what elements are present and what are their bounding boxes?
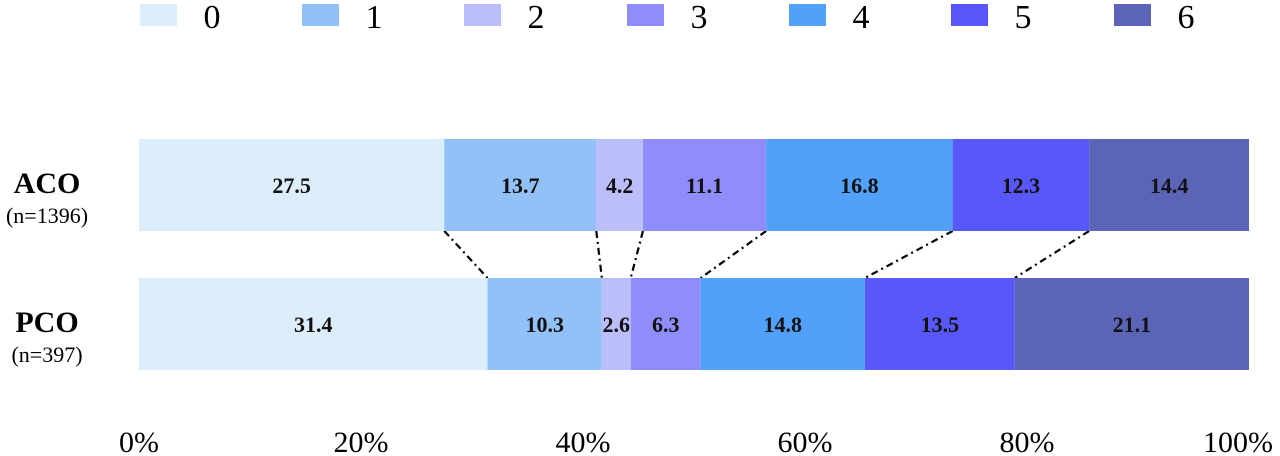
data-label-pco-2: 2.6 — [603, 312, 631, 337]
legend-label-3: 3 — [691, 0, 708, 36]
connector-line-1 — [443, 230, 489, 279]
x-tick-40: 40% — [556, 426, 611, 456]
connector-line-4 — [700, 230, 767, 279]
bar-pco-segment-4 — [700, 278, 865, 370]
segment-connector-lines — [443, 230, 1090, 279]
x-tick-80: 80% — [1000, 426, 1055, 456]
data-label-pco-3: 6.3 — [652, 312, 680, 337]
bar-pco-segment-0 — [139, 278, 488, 370]
legend-label-0: 0 — [204, 0, 221, 36]
data-label-pco-1: 10.3 — [525, 312, 564, 337]
category-label-pco: PCO — [15, 306, 78, 339]
legend-swatch-3 — [627, 4, 664, 26]
x-axis-ticks: 0% 20% 40% 60% 80% 100% — [119, 426, 1273, 456]
data-label-pco-5: 13.5 — [921, 312, 960, 337]
data-label-aco-5: 12.3 — [1002, 173, 1041, 198]
bar-pco-segment-5 — [864, 278, 1015, 370]
category-n-aco: (n=1396) — [6, 203, 88, 228]
bar-pco-segment-3 — [630, 278, 701, 370]
data-label-aco-3: 11.1 — [686, 173, 723, 198]
legend-label-1: 1 — [366, 0, 383, 36]
legend-label-2: 2 — [528, 0, 545, 36]
connector-line-2 — [595, 230, 603, 279]
x-tick-100: 100% — [1203, 426, 1273, 456]
bars: 27.5 13.7 4.2 11.1 16.8 12.3 14.4 31.4 10.3 2.6 6.… — [139, 139, 1249, 370]
bar-aco-segment-4 — [766, 139, 953, 231]
x-tick-20: 20% — [334, 426, 389, 456]
legend-label-4: 4 — [853, 0, 870, 36]
data-label-pco-4: 14.8 — [764, 312, 803, 337]
bar-aco-segment-2 — [596, 139, 643, 231]
bar-aco-segment-1 — [444, 139, 597, 231]
bar-pco-segment-1 — [487, 278, 602, 370]
bar-aco-segment-0 — [139, 139, 445, 231]
connector-line-5 — [864, 230, 954, 279]
data-label-aco-4: 16.8 — [840, 173, 879, 198]
legend-label-5: 5 — [1015, 0, 1032, 36]
legend-swatch-4 — [789, 4, 826, 26]
bar-pco-segment-6 — [1014, 278, 1249, 370]
data-label-aco-2: 4.2 — [606, 173, 634, 198]
legend-swatch-1 — [302, 4, 339, 26]
legend-swatch-6 — [1114, 4, 1151, 26]
bar-aco-segment-3 — [642, 139, 767, 231]
data-label-aco-1: 13.7 — [501, 173, 540, 198]
bar-aco-segment-6 — [1089, 139, 1249, 231]
x-tick-60: 60% — [778, 426, 833, 456]
category-n-pco: (n=397) — [11, 342, 82, 367]
data-label-pco-0: 31.4 — [294, 312, 333, 337]
bar-pco-segment-2 — [601, 278, 631, 370]
bar-aco-segment-5 — [952, 139, 1090, 231]
data-label-pco-6: 21.1 — [1113, 312, 1152, 337]
legend-swatch-2 — [464, 4, 501, 26]
category-label-aco: ACO — [14, 167, 81, 200]
connector-line-3 — [629, 230, 645, 279]
legend-swatch-5 — [951, 4, 988, 26]
connector-line-6 — [1014, 230, 1090, 279]
legend-swatch-0 — [140, 4, 177, 26]
category-labels: ACO (n=1396) PCO (n=397) — [6, 167, 88, 367]
legend: 0 1 2 3 4 5 6 — [140, 0, 1195, 36]
x-tick-0: 0% — [119, 426, 159, 456]
data-label-aco-6: 14.4 — [1150, 173, 1189, 198]
data-label-aco-0: 27.5 — [272, 173, 311, 198]
legend-label-6: 6 — [1178, 0, 1195, 36]
